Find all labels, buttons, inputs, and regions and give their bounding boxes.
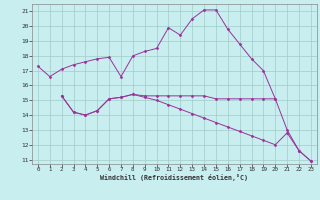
X-axis label: Windchill (Refroidissement éolien,°C): Windchill (Refroidissement éolien,°C) xyxy=(100,174,248,181)
